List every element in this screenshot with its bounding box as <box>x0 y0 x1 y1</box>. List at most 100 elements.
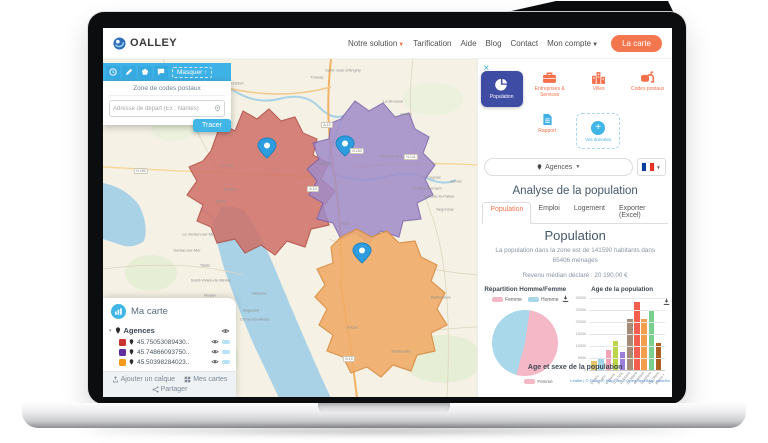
grid-icon <box>184 376 191 383</box>
median-income: Revenu médian déclaré : 20 190,00 € <box>522 271 628 279</box>
layer-toggle[interactable] <box>222 350 230 354</box>
comment-icon[interactable] <box>154 65 168 79</box>
address-input[interactable]: Adresse de départ (Ex : Nantes) <box>109 100 225 117</box>
map-city-label: Tonnay <box>310 74 324 80</box>
y-axis-tick: 15000 <box>575 331 587 336</box>
nav-item-aide[interactable]: Aide <box>460 38 477 48</box>
masquer-button[interactable]: Masquer ↑ <box>172 66 213 78</box>
bar <box>619 351 626 370</box>
oalley-globe-icon <box>113 36 126 50</box>
map-city-label: Bégadan <box>242 307 260 313</box>
zone-red <box>186 108 336 256</box>
tile-rapport[interactable]: Rapport <box>530 113 564 134</box>
brand-logo[interactable]: OALLEY <box>113 36 177 50</box>
share-icon <box>152 386 159 393</box>
eye-icon[interactable] <box>211 359 219 365</box>
share-button[interactable]: Partager <box>152 386 187 393</box>
eye-icon[interactable] <box>221 328 230 334</box>
map-attribution[interactable]: Leaflet | © Dalay, © MapTiler © OpenStre… <box>570 378 670 383</box>
layer-row[interactable]: 45.74866093750.. <box>109 347 230 357</box>
layer-color-swatch <box>119 338 126 346</box>
y-axis-tick: 20000 <box>575 319 587 324</box>
tile-population[interactable]: Population <box>480 71 523 107</box>
pencil-icon[interactable] <box>122 65 136 79</box>
bar-chart-title: Age de la population <box>591 285 654 293</box>
layer-toggle[interactable] <box>222 360 230 364</box>
la-carte-button[interactable]: La carte <box>611 34 662 52</box>
bar <box>648 309 655 370</box>
map-pin <box>335 135 355 157</box>
layer-row[interactable]: 45.75053089430.. <box>109 337 230 347</box>
chevron-down-icon: ▼ <box>575 164 581 170</box>
layer-row[interactable]: 45.50398284023.. <box>109 357 230 367</box>
eye-icon[interactable] <box>211 339 219 345</box>
layer-selector-dropdown[interactable]: Agences ▼ <box>484 158 633 176</box>
download-icon[interactable] <box>663 298 670 305</box>
marker-icon <box>537 164 542 170</box>
tab-logement[interactable]: Logement <box>573 205 605 212</box>
map-city-label: Le Gua <box>220 162 234 168</box>
tile-codes-postaux[interactable]: Codes postaux <box>626 71 670 92</box>
marker-icon <box>129 359 134 365</box>
legend-swatch-femme <box>492 297 504 302</box>
bottom-chart-title: Age et sexe de la population <box>527 364 623 371</box>
layer-color-swatch <box>119 358 126 366</box>
y-axis-tick: 5000 <box>577 355 587 360</box>
polygon-icon[interactable] <box>138 65 152 79</box>
chevron-down-icon: ▼ <box>398 41 405 48</box>
bottom-legend-partial: Femme <box>524 379 553 384</box>
nav-item-mon-compte[interactable]: Mon compte▼ <box>547 38 599 48</box>
panel-bottom: Age et sexe de la population Femme Leafl… <box>478 364 672 397</box>
y-axis-tick: 0 <box>584 367 587 372</box>
nav-item-notre-solution[interactable]: Notre solution▼ <box>347 38 405 48</box>
map-city-label: Cherves-de-Cognac <box>379 153 415 159</box>
clock-icon[interactable] <box>106 65 120 79</box>
map-city-label: Royan <box>204 292 216 298</box>
laptop-base <box>22 403 746 428</box>
eye-icon[interactable] <box>211 349 219 355</box>
gender-pie-chart[interactable] <box>492 309 559 376</box>
map-city-label: Cognac <box>427 174 441 180</box>
close-icon[interactable]: × <box>483 63 490 74</box>
road-badge: N.150 <box>133 168 149 174</box>
top-navbar: OALLEY Notre solution▼ Tarification Aide… <box>103 28 672 59</box>
tab-exporter-excel[interactable]: Exporter (Excel) <box>618 205 646 219</box>
road-badge: A.10 <box>306 186 320 192</box>
gridline <box>589 333 666 335</box>
nav-item-contact[interactable]: Contact <box>510 38 539 48</box>
map-city-label: Jarnac <box>449 178 463 184</box>
map-city-label: Rochefort <box>226 80 244 86</box>
download-icon[interactable] <box>562 295 569 302</box>
pie-chart-icon <box>495 78 508 91</box>
add-layer-button[interactable]: Ajouter un calque <box>112 376 175 383</box>
layer-toggle[interactable] <box>222 340 230 344</box>
map-city-label: Le Verdon-sur-Mer <box>182 231 216 237</box>
plus-icon: + <box>591 120 606 135</box>
language-selector[interactable]: ▼ <box>637 158 666 176</box>
map-city-label: Civrac-en-Médoc <box>239 316 271 322</box>
nav-item-blog[interactable]: Blog <box>485 38 502 48</box>
draw-toolbar: Masquer ↑ <box>103 63 231 81</box>
pie-legend: Femme Homme <box>478 297 572 303</box>
map-city-label: Valeyrac <box>251 290 267 296</box>
tile-vos-donnees[interactable]: + Vos données <box>576 113 621 149</box>
section-title: Population <box>544 228 606 243</box>
road-badge: A.10 <box>320 122 334 128</box>
my-maps-button[interactable]: Mes cartes <box>184 376 227 383</box>
nav-item-tarification[interactable]: Tarification <box>413 38 452 48</box>
ma-carte-title: Ma carte <box>131 306 168 317</box>
analysis-tabs: Population Emploi Logement Exporter (Exc… <box>482 202 668 224</box>
age-bar-chart[interactable]: 0-2ans 3-5ans 6-10ans 11-17ans 18-24ans 25-39… <box>576 296 666 385</box>
tracer-button[interactable]: Tracer <box>193 119 231 132</box>
map-canvas[interactable]: Rochefort Tonnay Saint-Jean-d'Angély La Bro… <box>103 59 478 397</box>
road-badge: N.10 <box>342 356 356 362</box>
postal-zone-label: Zone de codes postaux <box>109 85 225 96</box>
tab-emploi[interactable]: Emploi <box>538 205 560 212</box>
layer-group-agences[interactable]: ▾ Agences <box>109 324 230 337</box>
layer-color-swatch <box>119 348 126 356</box>
french-flag-icon <box>642 163 655 171</box>
tile-entreprises-services[interactable]: Entreprises & Services <box>528 71 572 99</box>
tile-villes[interactable]: Villes <box>577 71 621 92</box>
tab-population[interactable]: Population <box>482 202 532 224</box>
bar <box>598 359 604 370</box>
